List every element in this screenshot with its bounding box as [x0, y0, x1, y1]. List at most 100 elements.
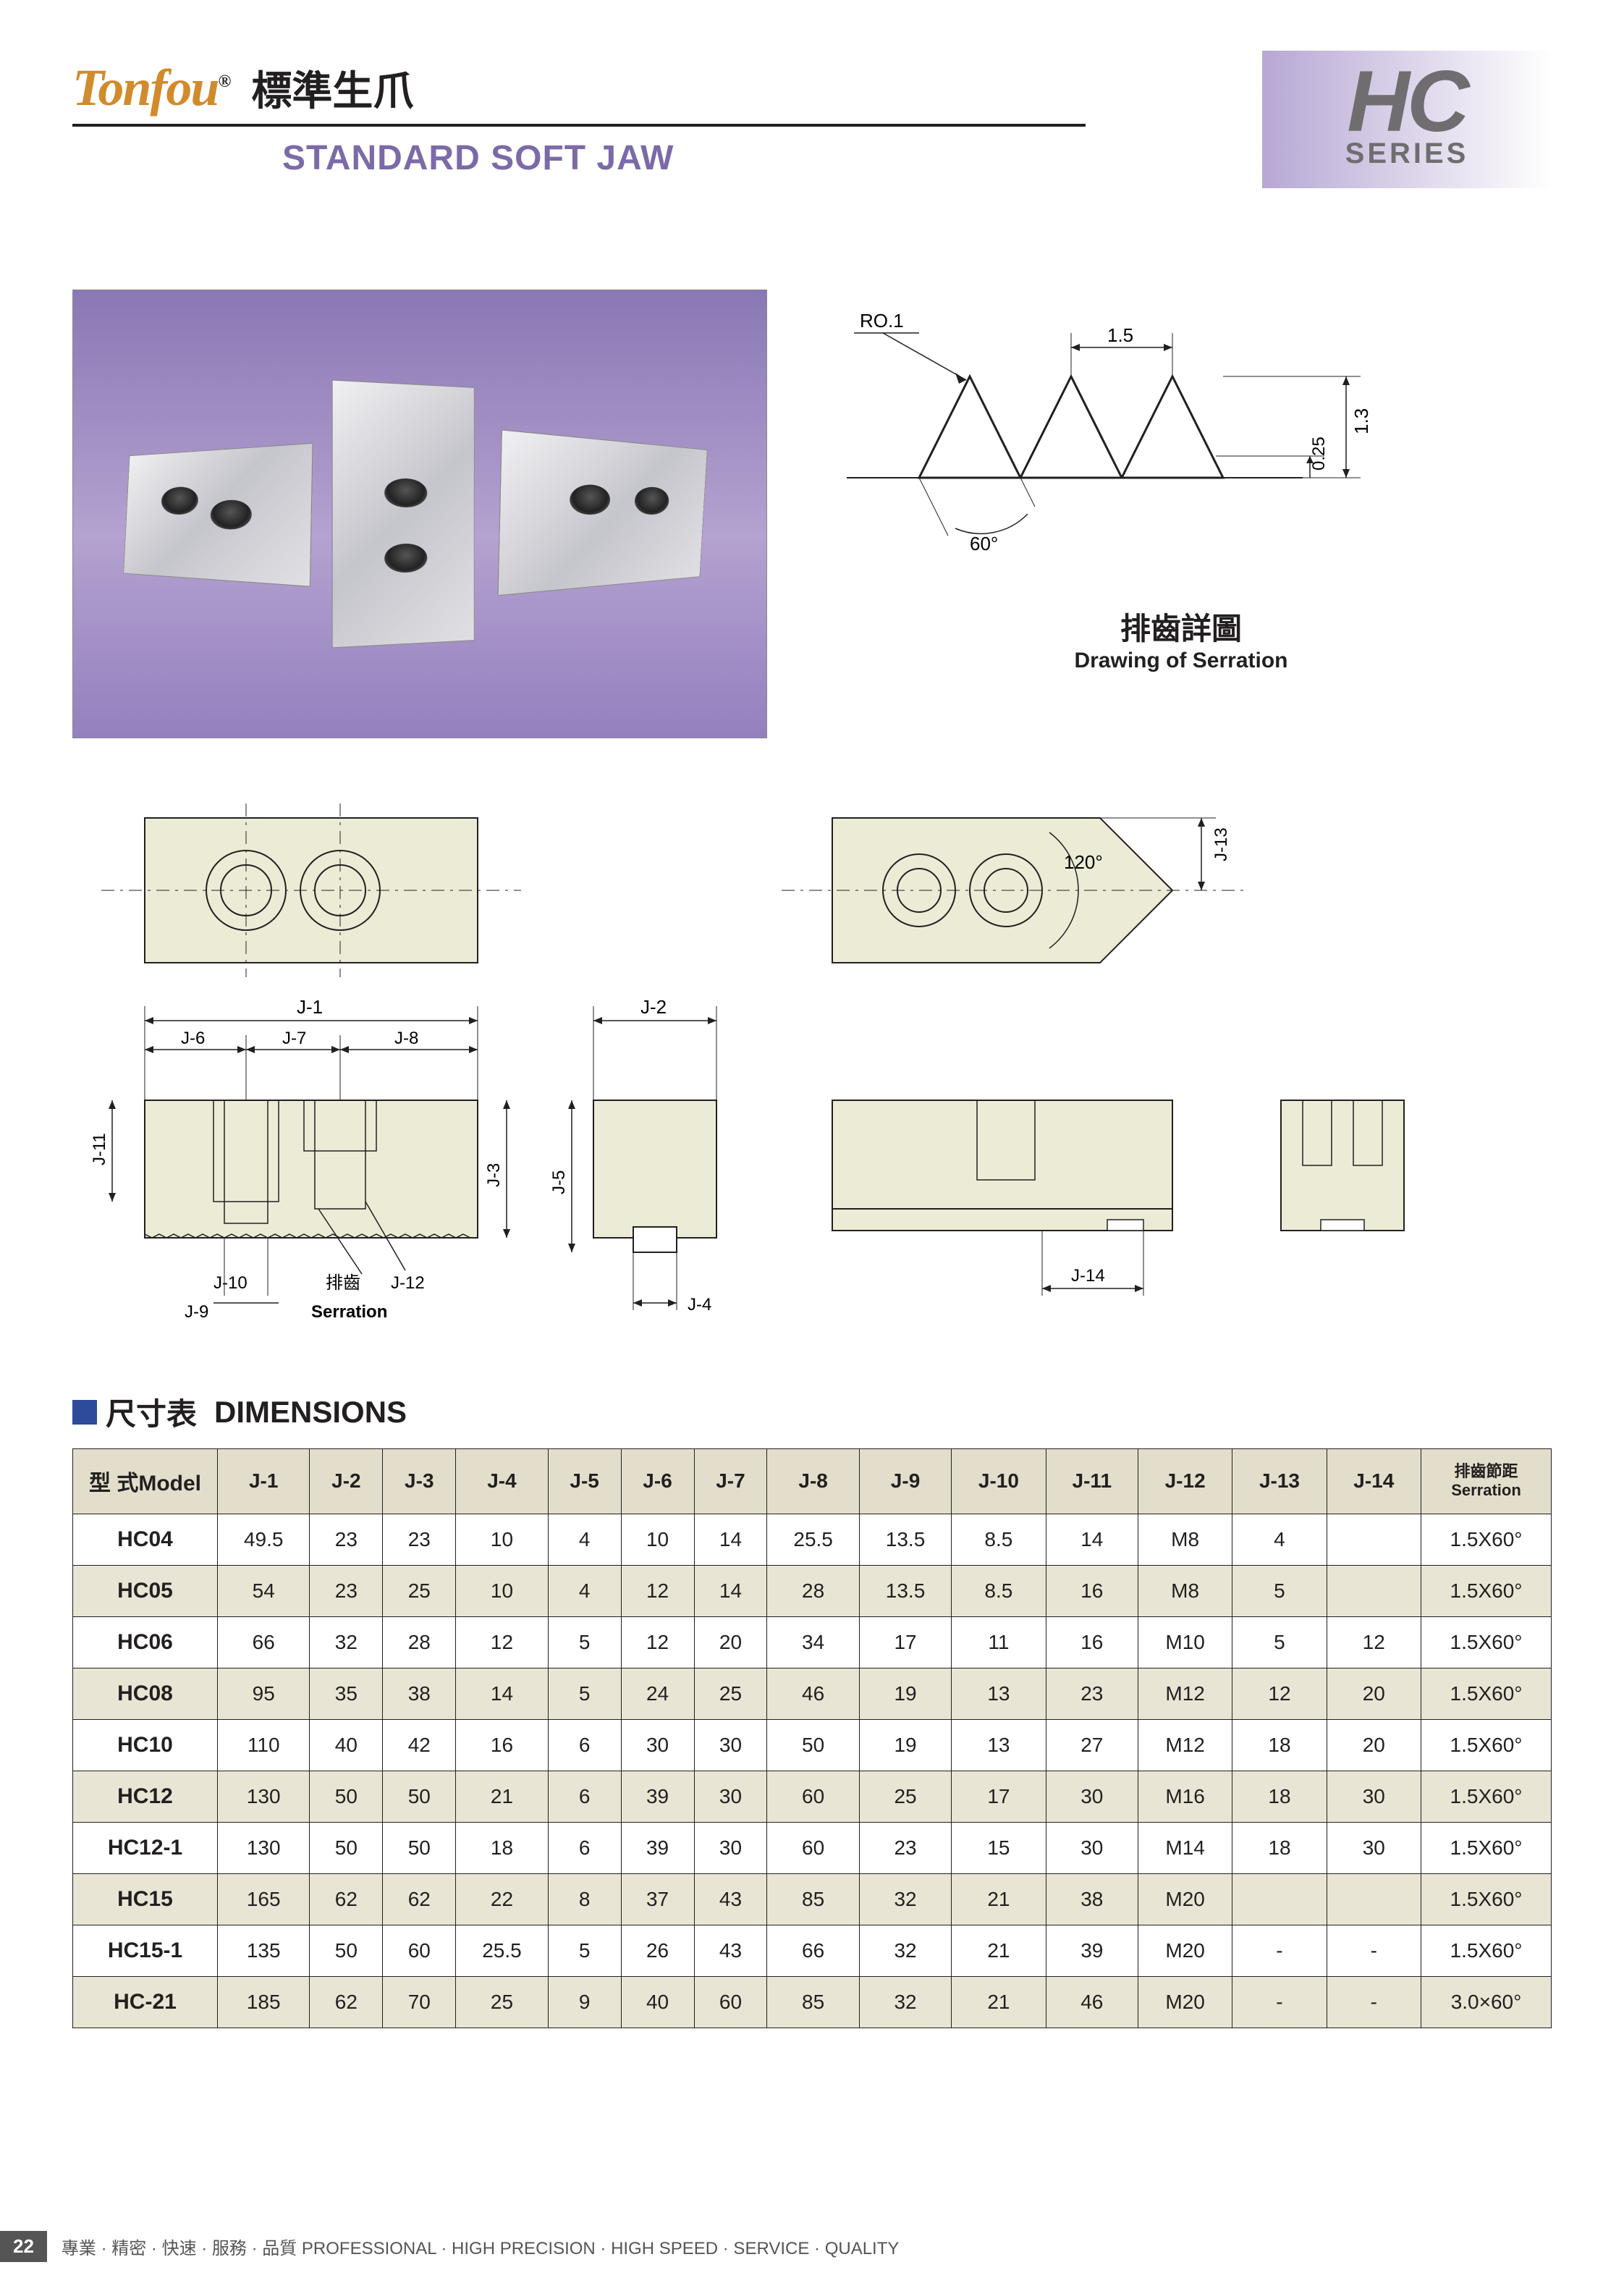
jaw-middle [332, 380, 475, 649]
col-serration: 排齒節距Serration [1421, 1449, 1552, 1514]
cell-value [1232, 1873, 1327, 1925]
cell-value: 5 [1232, 1565, 1327, 1616]
cell-value: 39 [621, 1822, 694, 1873]
svg-text:J-12: J-12 [391, 1273, 425, 1293]
svg-text:J-10: J-10 [213, 1273, 248, 1293]
cell-value: 62 [310, 1976, 383, 2028]
cell-value: 135 [218, 1925, 310, 1976]
svg-text:J-13: J-13 [1211, 827, 1231, 861]
cell-value: 60 [767, 1822, 859, 1873]
cell-value: 60 [694, 1976, 767, 2028]
cell-value: 42 [383, 1719, 456, 1771]
col-j3: J-3 [383, 1449, 456, 1514]
dims-title-en: DIMENSIONS [214, 1395, 407, 1430]
cell-value: 5 [548, 1925, 621, 1976]
cell-value [1327, 1514, 1421, 1565]
dims-title-cn: 尺寸表 [106, 1390, 197, 1434]
cell-value: 20 [1327, 1668, 1421, 1719]
cell-value: M20 [1138, 1925, 1232, 1976]
table-row: HC06663228125122034171116M105121.5X60° [73, 1616, 1552, 1668]
cell-value: 1.5X60° [1421, 1514, 1552, 1565]
cell-model: HC05 [73, 1565, 218, 1616]
svg-text:J-4: J-4 [688, 1295, 711, 1315]
cell-value: 43 [694, 1925, 767, 1976]
svg-text:120°: 120° [1064, 851, 1103, 873]
cell-value: 26 [621, 1925, 694, 1976]
cell-value: 1.5X60° [1421, 1925, 1552, 1976]
table-row: HC15-1135506025.55264366322139M20--1.5X6… [73, 1925, 1552, 1976]
col-j12: J-12 [1138, 1449, 1232, 1514]
svg-text:J-2: J-2 [640, 996, 667, 1018]
cell-value: 13.5 [859, 1514, 951, 1565]
cell-value: 35 [310, 1668, 383, 1719]
cell-value: 24 [621, 1668, 694, 1719]
cell-value: 21 [952, 1925, 1046, 1976]
cell-value: 6 [548, 1822, 621, 1873]
cell-value: 21 [952, 1873, 1046, 1925]
cell-value: - [1232, 1925, 1327, 1976]
col-j8: J-8 [767, 1449, 859, 1514]
cell-value: 85 [767, 1873, 859, 1925]
cell-value [1327, 1565, 1421, 1616]
pitch-label: 1.5 [1107, 324, 1133, 346]
cell-value: 4 [548, 1514, 621, 1565]
cell-value: M12 [1138, 1719, 1232, 1771]
cell-value: M16 [1138, 1771, 1232, 1822]
product-section: RO.1 1.5 1.3 0.25 60° 排齒詳圖 [72, 290, 1552, 738]
cell-value: 12 [1232, 1668, 1327, 1719]
cell-value: 46 [767, 1668, 859, 1719]
cell-value: 34 [767, 1616, 859, 1668]
cell-value: 16 [1046, 1616, 1138, 1668]
cell-value: 62 [310, 1873, 383, 1925]
cell-value: 6 [548, 1771, 621, 1822]
cell-value: 66 [218, 1616, 310, 1668]
cell-value: 12 [456, 1616, 548, 1668]
cell-value: M8 [1138, 1514, 1232, 1565]
cell-value: 1.5X60° [1421, 1719, 1552, 1771]
cell-model: HC12-1 [73, 1822, 218, 1873]
cell-value: 16 [1046, 1565, 1138, 1616]
cell-value: M10 [1138, 1616, 1232, 1668]
col-model: 型 式Model [73, 1449, 218, 1514]
cell-value: 1.5X60° [1421, 1565, 1552, 1616]
ro-label: RO.1 [860, 310, 904, 332]
cell-value: 1.5X60° [1421, 1616, 1552, 1668]
svg-text:排齒: 排齒 [326, 1273, 360, 1293]
cell-value: 20 [1327, 1719, 1421, 1771]
cell-value: 30 [694, 1822, 767, 1873]
cell-value: 25 [859, 1771, 951, 1822]
cell-value: 23 [859, 1822, 951, 1873]
col-j13: J-13 [1232, 1449, 1327, 1514]
cell-value: 15 [952, 1822, 1046, 1873]
table-row: HC151656262228374385322138M201.5X60° [73, 1873, 1552, 1925]
cell-value: 5 [1232, 1616, 1327, 1668]
cell-value: 5 [548, 1668, 621, 1719]
svg-text:J-3: J-3 [484, 1163, 504, 1187]
cell-value: 27 [1046, 1719, 1138, 1771]
cell-value: 50 [383, 1822, 456, 1873]
cell-value: 3.0×60° [1421, 1976, 1552, 2028]
col-j2: J-2 [310, 1449, 383, 1514]
title-chinese: 標準生爪 [251, 59, 413, 117]
height-label: 1.3 [1350, 408, 1372, 434]
serration-svg: RO.1 1.5 1.3 0.25 60° [811, 290, 1390, 594]
cell-value: 32 [859, 1976, 951, 2028]
table-row: HC08953538145242546191323M1212201.5X60° [73, 1668, 1552, 1719]
cell-model: HC08 [73, 1668, 218, 1719]
serration-title-en: Drawing of Serration [811, 649, 1552, 673]
cell-value: 38 [1046, 1873, 1138, 1925]
col-j14: J-14 [1327, 1449, 1421, 1514]
cell-value: 11 [952, 1616, 1046, 1668]
cell-value: 60 [767, 1771, 859, 1822]
cell-value: 8.5 [952, 1514, 1046, 1565]
cell-value: 18 [1232, 1822, 1327, 1873]
cell-value: 30 [1327, 1771, 1421, 1822]
cell-value: 25.5 [456, 1925, 548, 1976]
cell-value: 43 [694, 1873, 767, 1925]
cell-value: 14 [694, 1514, 767, 1565]
cell-value: 14 [456, 1668, 548, 1719]
cell-value: 66 [767, 1925, 859, 1976]
cell-value: 18 [456, 1822, 548, 1873]
cell-value: 165 [218, 1873, 310, 1925]
cell-value: 37 [621, 1873, 694, 1925]
